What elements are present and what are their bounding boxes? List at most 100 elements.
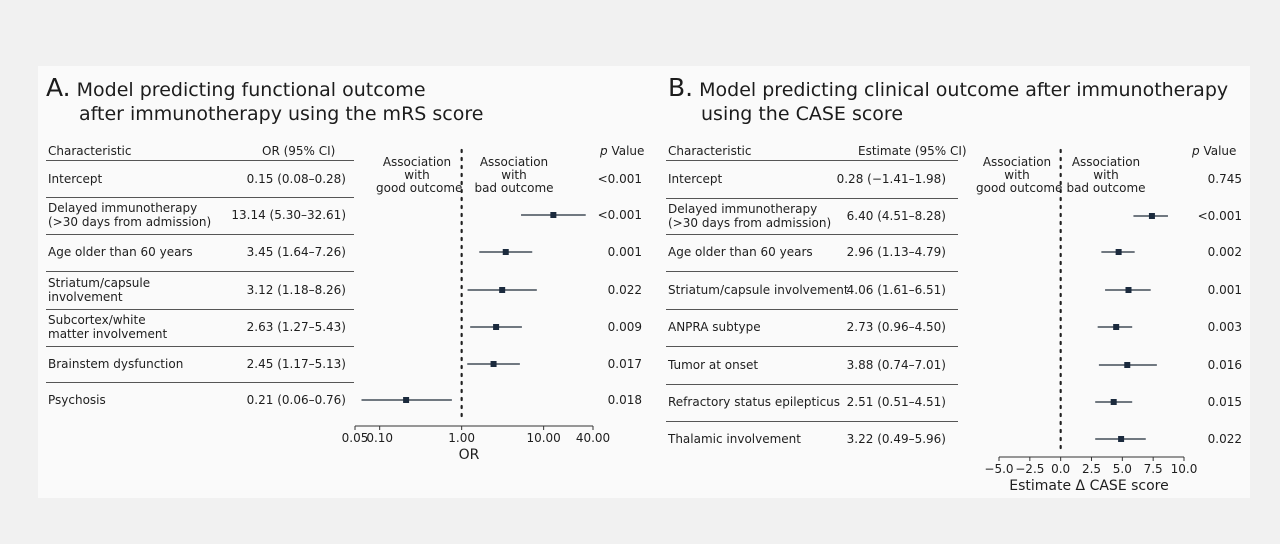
assoc-good-label: Association with good outcome	[976, 156, 1063, 195]
row-label: Brainstem dysfunction	[48, 357, 183, 371]
header-p-rest: Value	[607, 144, 645, 158]
row-estimate: 2.63 (1.27–5.43)	[246, 320, 346, 334]
row-divider	[666, 384, 958, 385]
panel-a-title-line1: Model predicting functional outcome	[76, 79, 426, 101]
row-divider	[666, 309, 958, 310]
point-estimate	[1125, 287, 1132, 293]
x-axis-label: Estimate Δ CASE score	[1009, 478, 1168, 494]
row-label-line: Tumor at onset	[668, 358, 759, 372]
row-label: Subcortex/white matter involvement	[48, 313, 167, 341]
panel-b-title-line1: Model predicting clinical outcome after …	[699, 79, 1229, 101]
row-label: ANPRA subtype	[668, 320, 761, 334]
assoc-bad-line2: with	[501, 168, 527, 182]
row-label: Tumor at onset	[668, 358, 758, 372]
row-estimate: 0.28 (−1.41–1.98)	[836, 172, 946, 186]
assoc-good-line1: Association	[382, 155, 452, 169]
point-estimate	[493, 324, 500, 330]
row-p-value: 0.018	[607, 393, 642, 407]
row-label-line: Psychosis	[48, 393, 106, 407]
point-estimate	[1113, 324, 1120, 330]
point-estimate	[502, 249, 509, 255]
assoc-good-line3: good outcome	[976, 181, 1063, 195]
point-estimate	[490, 361, 497, 367]
row-label: Refractory status epilepticus	[668, 395, 840, 409]
assoc-bad-label: Association with bad outcome	[1066, 156, 1146, 195]
row-label: Delayed immunotherapy (>30 days from admi…	[48, 201, 211, 229]
panel-a-title-line2: after immunotherapy using the mRS score	[79, 103, 484, 125]
header-estimate: OR (95% CI)	[262, 144, 336, 158]
header-divider	[666, 160, 958, 161]
x-tick-label: 0.0	[1051, 462, 1070, 476]
row-label-line: Brainstem dysfunction	[48, 357, 184, 371]
x-tick-label: 10.0	[1171, 462, 1198, 476]
row-estimate: 0.21 (0.06–0.76)	[246, 393, 346, 407]
row-p-value: 0.003	[1207, 320, 1242, 334]
panel-b-title-line2: using the CASE score	[701, 103, 904, 125]
header-p-value: p Value	[1192, 144, 1236, 158]
header-p-italic: p	[1192, 144, 1200, 158]
x-tick-label: 5.0	[1113, 462, 1132, 476]
panel-b-letter: B.	[668, 73, 694, 102]
row-p-value: <0.001	[1197, 209, 1242, 223]
row-estimate: 0.15 (0.08–0.28)	[246, 172, 346, 186]
row-label-line: ANPRA subtype	[668, 320, 761, 334]
x-tick-label: 0.10	[366, 431, 393, 445]
row-estimate: 2.73 (0.96–4.50)	[846, 320, 946, 334]
row-divider	[666, 234, 958, 235]
panel-b-title: B. Model predicting clinical outcome aft…	[668, 73, 1229, 126]
row-label: Delayed immunotherapy (>30 days from admi…	[668, 202, 831, 230]
assoc-good-line2: with	[1004, 168, 1030, 182]
row-estimate: 3.12 (1.18–8.26)	[246, 283, 346, 297]
assoc-bad-line1: Association	[479, 155, 549, 169]
assoc-bad-line1: Association	[1071, 155, 1141, 169]
header-estimate: Estimate (95% CI)	[858, 144, 967, 158]
row-label-line: Intercept	[48, 172, 103, 186]
point-estimate	[1110, 399, 1117, 405]
row-divider	[666, 198, 958, 199]
row-divider	[46, 234, 354, 235]
point-estimate	[1115, 249, 1122, 255]
header-p-rest: Value	[1199, 144, 1237, 158]
row-p-value: 0.016	[1207, 358, 1242, 372]
row-p-value: <0.001	[597, 172, 642, 186]
point-estimate	[1124, 362, 1131, 368]
row-divider	[46, 382, 354, 383]
row-estimate: 3.88 (0.74–7.01)	[846, 358, 946, 372]
row-label: Intercept	[668, 172, 722, 186]
row-estimate: 3.22 (0.49–5.96)	[846, 432, 946, 446]
assoc-good-line2: with	[404, 168, 430, 182]
point-estimate	[499, 287, 506, 293]
row-label: Psychosis	[48, 393, 106, 407]
row-label-line: matter involvement	[48, 327, 168, 341]
header-divider	[46, 160, 354, 161]
point-estimate	[403, 397, 410, 403]
row-label-line: Refractory status epilepticus	[668, 395, 841, 409]
row-divider	[666, 271, 958, 272]
row-divider	[46, 346, 354, 347]
row-label-line: Age older than 60 years	[48, 245, 193, 259]
x-tick-label: 0.05	[342, 431, 369, 445]
row-label: Intercept	[48, 172, 102, 186]
header-p-value: p Value	[600, 144, 644, 158]
row-label-line: Age older than 60 years	[668, 245, 813, 259]
row-label-line: Striatum/capsule involvement	[668, 283, 849, 297]
row-p-value: <0.001	[597, 208, 642, 222]
assoc-good-label: Association with good outcome	[376, 155, 462, 195]
panel-a-plot: 0.050.10 1.00 10.00 40.00 OR	[342, 148, 610, 463]
panel-b: B. Model predicting clinical outcome aft…	[660, 66, 1250, 498]
row-divider	[46, 271, 354, 272]
row-p-value: 0.017	[607, 357, 642, 371]
row-p-value: 0.022	[1207, 432, 1242, 446]
row-label-line: involvement	[48, 290, 123, 304]
panel-a: A. Model predicting functional outcome a…	[38, 66, 650, 498]
row-estimate: 2.96 (1.13–4.79)	[846, 245, 946, 259]
row-label: Thalamic involvement	[668, 432, 801, 446]
row-p-value: 0.015	[1207, 395, 1242, 409]
row-p-value: 0.022	[607, 283, 642, 297]
row-divider	[666, 346, 958, 347]
row-label: Age older than 60 years	[668, 245, 813, 259]
x-tick-label: −2.5	[1015, 462, 1044, 476]
row-estimate: 2.45 (1.17–5.13)	[246, 357, 346, 371]
row-label-line: Intercept	[668, 172, 723, 186]
